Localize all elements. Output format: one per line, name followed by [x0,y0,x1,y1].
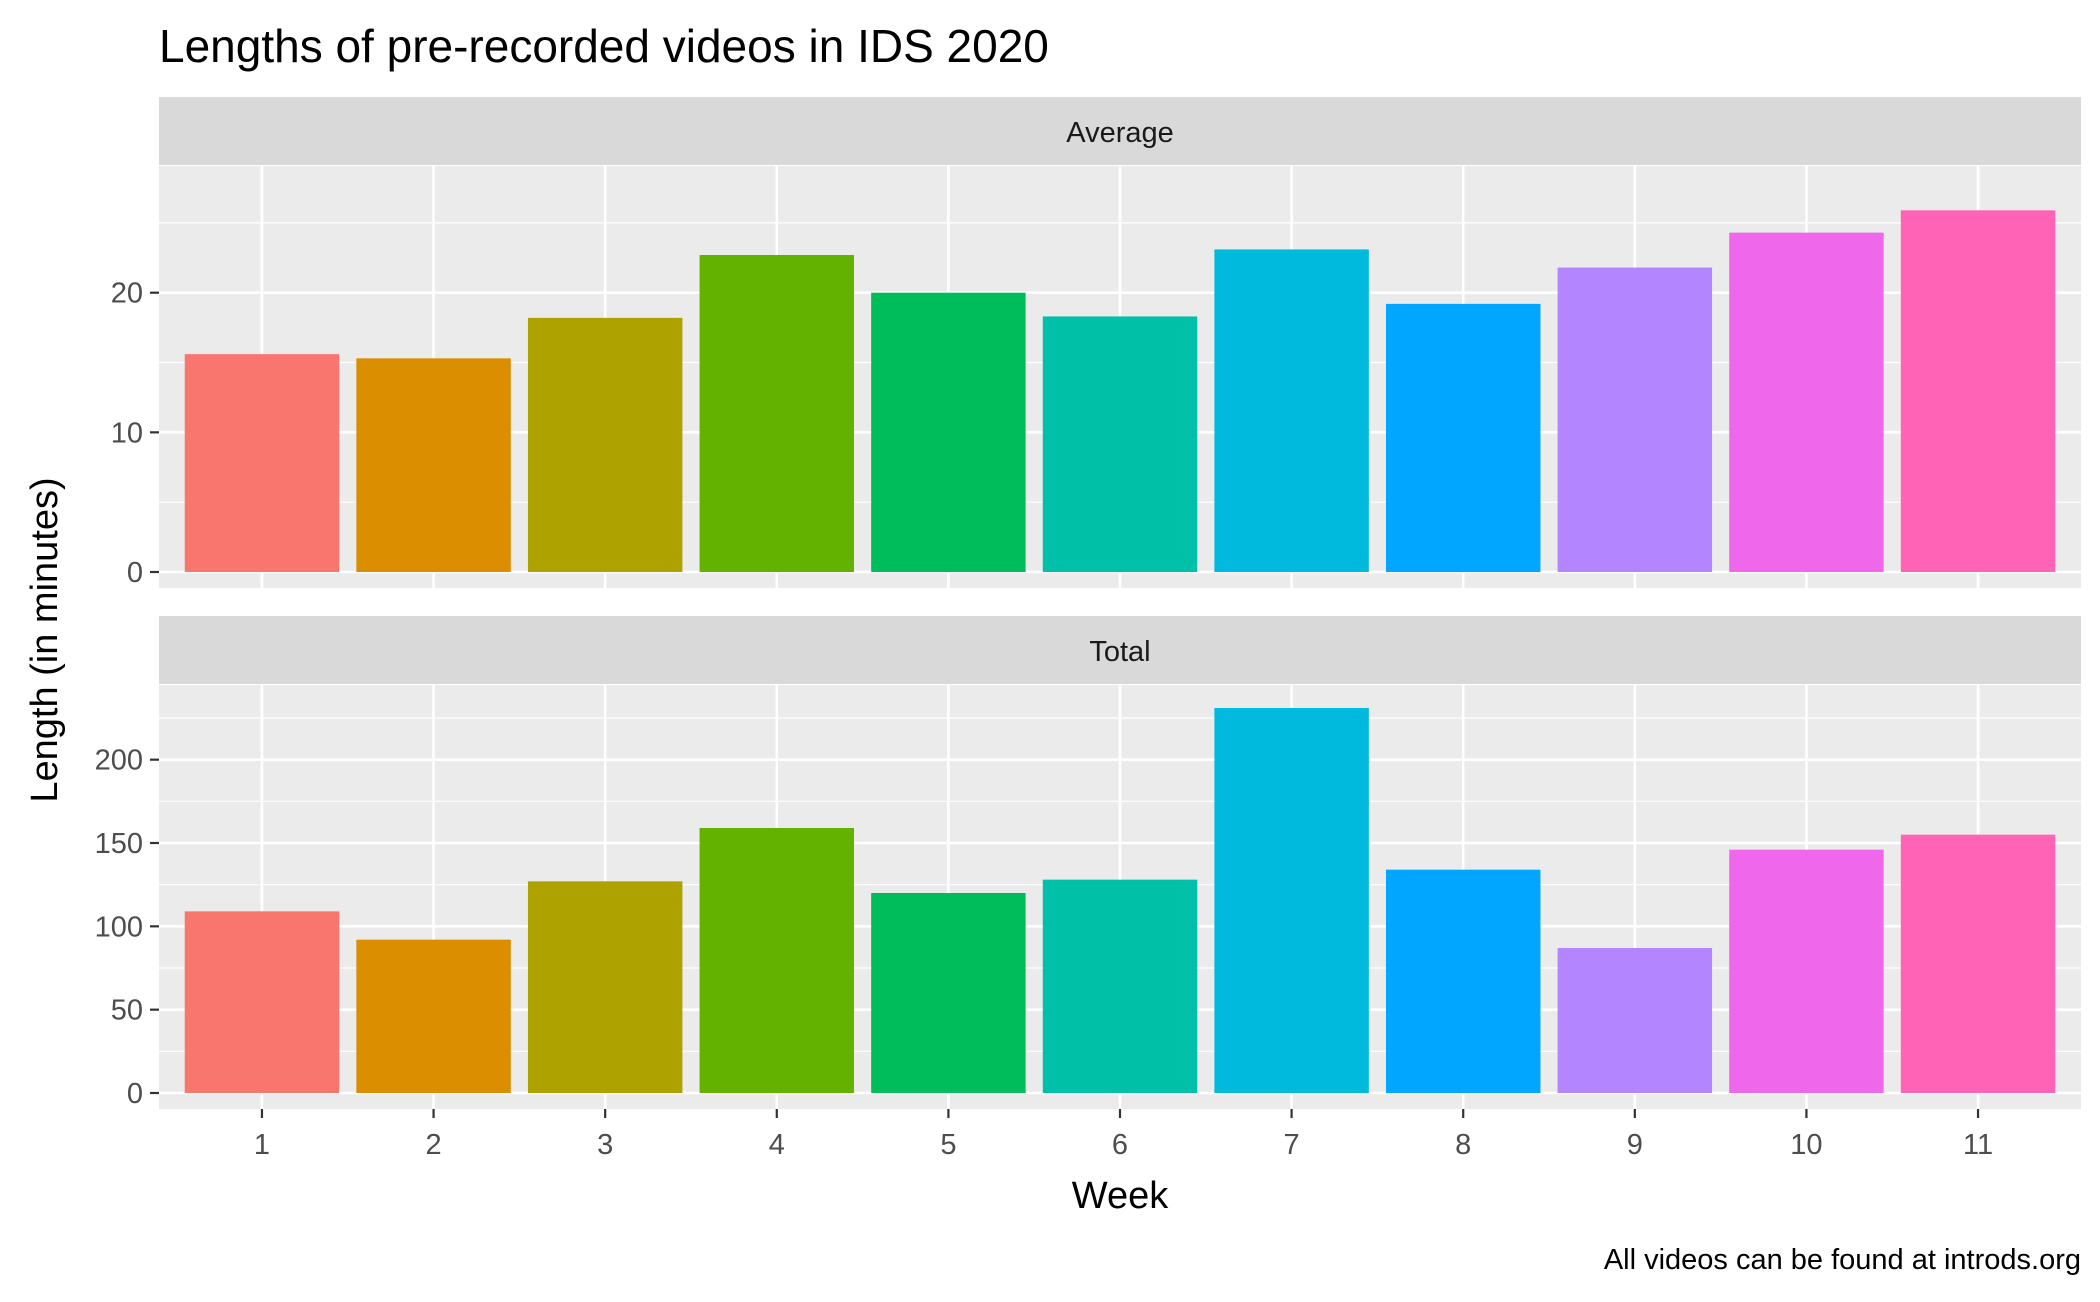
bar-total-week-7 [1214,708,1369,1093]
bar-average-week-9 [1557,267,1713,572]
bar-average-week-5 [871,292,1026,572]
x-tick-label: 10 [1790,1129,1822,1161]
facet-strip-label-average: Average [1066,117,1174,149]
y-tick-label: 0 [127,557,143,589]
y-tick-label: 0 [127,1078,143,1110]
bar-average-week-10 [1729,232,1884,572]
y-tick-label: 100 [95,911,143,943]
y-tick-label: 10 [111,417,143,449]
bar-total-week-1 [184,911,340,1093]
bar-average-week-6 [1042,316,1198,572]
bars-total [184,708,2056,1093]
bar-average-week-8 [1385,303,1541,572]
chart-caption: All videos can be found at introds.org [1604,1244,2081,1276]
x-tick-label: 5 [940,1129,956,1161]
facet-panel-total: Total 0 50 100 150 200 [95,616,2081,1110]
x-tick-label: 7 [1284,1129,1300,1161]
bars-average [184,210,2056,572]
x-tick-label: 3 [597,1129,613,1161]
bar-average-week-11 [1900,210,2056,572]
y-axis-total: 0 50 100 150 200 [95,745,159,1110]
bar-total-week-8 [1385,869,1541,1093]
y-axis-title: Length (in minutes) [24,477,66,802]
bar-total-week-6 [1042,879,1198,1093]
bar-average-week-2 [356,358,511,572]
x-tick-label: 1 [254,1129,270,1161]
bar-total-week-4 [699,828,855,1093]
x-tick-label: 11 [1963,1129,1993,1161]
x-tick-label: 2 [426,1129,442,1161]
x-tick-label: 6 [1112,1129,1128,1161]
y-tick-label: 200 [95,745,143,777]
facet-strip-average [159,97,2081,165]
bar-total-week-11 [1900,834,2056,1093]
bar-total-week-3 [527,881,683,1093]
bar-average-week-1 [184,354,340,572]
bar-total-week-9 [1557,948,1713,1093]
x-axis: 1 2 3 4 5 6 7 8 9 10 11 [254,1109,1993,1161]
facet-strip-total [159,616,2081,684]
x-tick-label: 8 [1455,1129,1471,1161]
y-tick-label: 20 [111,278,143,310]
x-tick-label: 4 [769,1129,785,1161]
facet-strip-label-total: Total [1089,636,1150,668]
y-tick-label: 150 [95,828,143,860]
bar-average-week-4 [699,254,855,572]
x-axis-title: Week [1072,1175,1169,1217]
bar-average-week-3 [527,317,683,572]
y-axis-average: 0 10 20 [111,278,159,589]
facet-panel-average: Average 0 10 20 [111,97,2081,589]
x-tick-label: 9 [1627,1129,1643,1161]
y-tick-label: 50 [111,995,143,1027]
bar-total-week-5 [871,893,1026,1093]
bar-average-week-7 [1214,249,1369,572]
bar-total-week-2 [356,939,511,1093]
bar-total-week-10 [1729,849,1884,1093]
chart-title: Lengths of pre-recorded videos in IDS 20… [159,20,1049,72]
